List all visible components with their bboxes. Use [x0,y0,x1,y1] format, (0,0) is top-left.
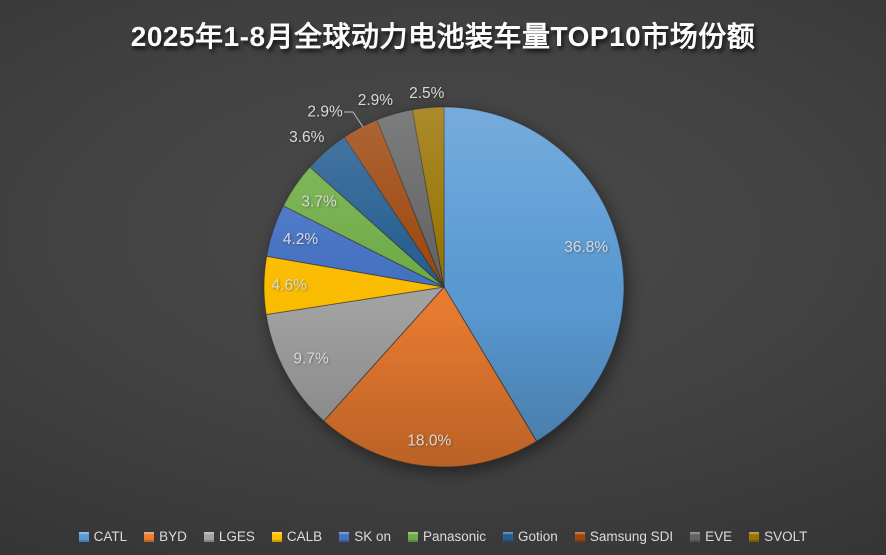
legend-item-svolt[interactable]: SVOLT [749,529,807,544]
legend-swatch-icon [749,531,760,542]
data-label-byd: 18.0% [407,433,451,450]
legend-label: CATL [93,529,128,544]
legend-item-sk-on[interactable]: SK on [339,529,391,544]
pie-data-labels: 36.8% 18.0% 9.7% 4.6% 4.2% 3.7% 3.6% 2.9% 2.9% 2.… [272,85,609,450]
legend-item-gotion[interactable]: Gotion [503,529,558,544]
legend-item-calb[interactable]: CALB [271,529,323,544]
legend: CATL BYD LGES CALB SK on Panasonic Gotion Samsu… [0,529,886,544]
data-label-svolt: 2.5% [409,85,445,102]
legend-item-panasonic[interactable]: Panasonic [407,529,487,544]
legend-label: SK on [354,529,391,544]
data-label-gotion: 3.6% [289,129,325,146]
data-label-calb: 4.6% [272,277,308,294]
legend-item-catl[interactable]: CATL [78,529,128,544]
data-label-sk-on: 4.2% [283,231,319,248]
chart-title: 2025年1-8月全球动力电池装车量TOP10市场份额 [130,21,756,52]
data-label-samsung-sdi: 2.9% [307,104,343,121]
data-label-lges: 9.7% [293,351,329,368]
legend-label: CALB [286,529,323,544]
legend-label: Samsung SDI [589,529,674,544]
legend-swatch-icon [144,531,155,542]
legend-swatch-icon [407,531,418,542]
legend-swatch-icon [503,531,514,542]
legend-swatch-icon [339,531,350,542]
legend-swatch-icon [574,531,585,542]
data-label-panasonic: 3.7% [301,193,337,210]
legend-swatch-icon [203,531,214,542]
legend-item-eve[interactable]: EVE [690,529,732,544]
legend-swatch-icon [271,531,282,542]
legend-label: Panasonic [422,529,487,544]
legend-label: EVE [705,529,733,544]
legend-item-byd[interactable]: BYD [144,529,187,544]
legend-label: SVOLT [764,529,808,544]
legend-label: BYD [159,529,187,544]
legend-label: Gotion [518,529,558,544]
legend-swatch-icon [78,531,89,542]
pie-slices [263,106,625,468]
data-label-catl: 36.8% [564,239,608,256]
legend-label: LGES [218,529,255,544]
data-label-eve: 2.9% [358,92,394,109]
legend-item-lges[interactable]: LGES [203,529,255,544]
leader-line-samsung-sdi [344,111,364,128]
legend-item-samsung-sdi[interactable]: Samsung SDI [574,529,674,544]
legend-swatch-icon [690,531,701,542]
